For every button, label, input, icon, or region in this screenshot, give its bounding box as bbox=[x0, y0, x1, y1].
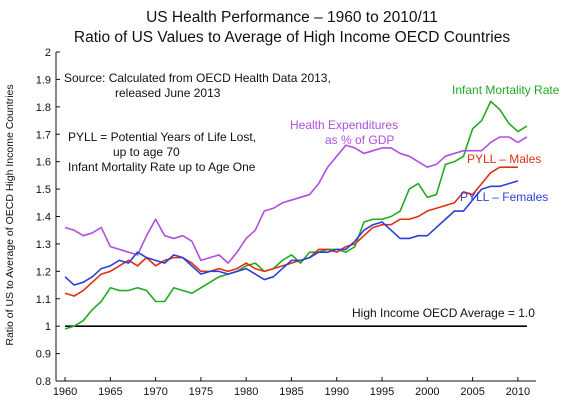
x-tick-label: 2005 bbox=[460, 386, 484, 398]
axis-layer bbox=[55, 52, 536, 382]
label-infant-mortality: Infant Mortality Rate bbox=[452, 83, 560, 97]
x-tick-label: 1995 bbox=[370, 386, 394, 398]
y-tick-label: 1.6 bbox=[36, 157, 51, 169]
source-note-line2: released June 2013 bbox=[115, 86, 221, 100]
label-pyll-females: PYLL – Females bbox=[460, 190, 548, 204]
x-tick-label: 1970 bbox=[143, 386, 167, 398]
y-tick-label: 1.9 bbox=[36, 74, 51, 86]
y-tick-label: 1.7 bbox=[36, 129, 51, 141]
label-pyll-males: PYLL – Males bbox=[467, 152, 541, 166]
x-tick-label: 1975 bbox=[189, 386, 213, 398]
x-tick-label: 2010 bbox=[506, 386, 530, 398]
series-infant-mortality bbox=[64, 100, 528, 330]
x-tick-label: 1965 bbox=[98, 386, 122, 398]
x-tick-label: 1960 bbox=[53, 386, 77, 398]
x-tick-label: 2000 bbox=[415, 386, 439, 398]
series-health-expenditures bbox=[64, 136, 528, 264]
label-health-exp-line1: Health Expenditures bbox=[290, 118, 398, 132]
pyll-note-line1: PYLL = Potential Years of Life Lost, bbox=[68, 130, 256, 144]
reference-line-label: High Income OECD Average = 1.0 bbox=[352, 306, 535, 320]
series-pyll-males bbox=[64, 166, 518, 297]
y-tick-label: 0.8 bbox=[36, 376, 51, 388]
y-tick-label: 2 bbox=[45, 47, 51, 59]
y-tick-label: 0.9 bbox=[36, 349, 51, 361]
label-health-exp-line2: as % of GDP bbox=[325, 133, 394, 147]
y-tick-label: 1.1 bbox=[36, 294, 51, 306]
chart-subtitle: Ratio of US Values to Average of High In… bbox=[74, 29, 510, 46]
y-tick-label: 1 bbox=[45, 321, 51, 333]
ticks-layer: 0.8 0.9 1 1.1 1.2 1.3 1.4 1.5 1.6 1.7 1.8 1.9 2 1960 1… bbox=[36, 47, 530, 398]
source-note-line1: Source: Calculated from OECD Health Data… bbox=[64, 71, 331, 85]
y-tick-label: 1.4 bbox=[36, 212, 51, 224]
x-tick-label: 1985 bbox=[279, 386, 303, 398]
y-axis-label: Ratio of US to Average of OECD High Inco… bbox=[4, 84, 16, 345]
series-pyll-females bbox=[64, 180, 519, 286]
y-tick-label: 1.2 bbox=[36, 266, 51, 278]
infant-mortality-note: Infant Mortality Rate up to Age One bbox=[68, 160, 256, 174]
pyll-note-line2: up to age 70 bbox=[113, 145, 180, 159]
x-tick-label: 1990 bbox=[325, 386, 349, 398]
chart-title: US Health Performance – 1960 to 2010/11 bbox=[146, 9, 438, 26]
y-tick-label: 1.3 bbox=[36, 239, 51, 251]
x-tick-label: 1980 bbox=[234, 386, 258, 398]
series-layer bbox=[64, 100, 528, 330]
y-tick-label: 1.8 bbox=[36, 102, 51, 114]
y-tick-label: 1.5 bbox=[36, 184, 51, 196]
